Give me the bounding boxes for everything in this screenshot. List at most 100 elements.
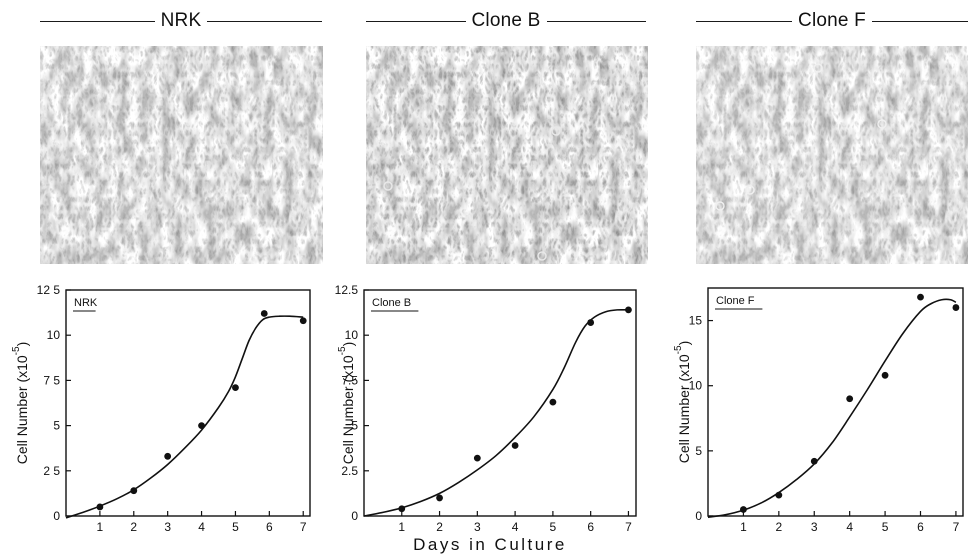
data-point (881, 371, 889, 379)
data-point (511, 442, 519, 449)
title-rule-right (871, 20, 968, 22)
fit-curve (363, 308, 629, 517)
panel-title-clone-b: Clone B (366, 6, 646, 36)
data-point (775, 491, 783, 499)
x-axis-ticks: 1 2 3 4 5 6 7 (398, 511, 632, 534)
x-tick-label: 1 (97, 520, 104, 534)
data-point (299, 317, 307, 325)
plot-frame (65, 289, 311, 517)
y-tick-label: 2 5 (43, 464, 60, 478)
y-tick-label: 10 (689, 379, 703, 393)
rounded-cell (877, 119, 887, 129)
y-axis-label: Cell Number (x10-5) (337, 342, 356, 465)
x-tick-label: 2 (130, 520, 137, 534)
data-point (96, 503, 104, 511)
fit-curve (707, 298, 957, 519)
panel-title-text: Clone B (471, 10, 541, 31)
y-tick-label: 15 (689, 314, 703, 328)
chart-canvas: Cell Number (x10-5) Clone B 02.557.51012… (335, 283, 637, 534)
x-tick-label: 6 (587, 520, 594, 534)
data-point (587, 319, 595, 326)
x-tick-label: 6 (917, 520, 924, 534)
rounded-cell (383, 181, 393, 191)
y-tick-label: 12 5 (37, 283, 61, 297)
rounded-cell (537, 251, 547, 261)
data-point (740, 506, 747, 513)
title-rule-left (696, 20, 793, 22)
data-point (917, 293, 924, 301)
y-tick-label: 10 (47, 328, 61, 342)
data-points (740, 293, 960, 513)
y-tick-label: 5 (695, 444, 702, 458)
data-point (130, 487, 138, 495)
x-tick-label: 7 (953, 520, 960, 534)
growth-chart-clone-f: Cell Number (x10-5) Clone F 0 5 10 15 1 2 3 4 5… (662, 278, 966, 540)
x-tick-label: 5 (232, 520, 239, 534)
x-tick-label: 2 (775, 520, 782, 534)
y-tick-label: 5 (351, 419, 358, 433)
micrograph-image (696, 46, 968, 264)
panel-title-text: Clone F (798, 10, 866, 31)
rounded-cell (745, 185, 755, 195)
y-tick-label: 0 (53, 509, 60, 523)
data-point (398, 505, 406, 513)
title-rule-left (40, 20, 155, 22)
data-point (164, 452, 172, 460)
fit-curve (65, 315, 304, 519)
data-point (625, 306, 632, 314)
y-axis-ticks: 0 2 5 5 7 5 10 12 5 (37, 283, 71, 523)
data-points (398, 306, 632, 513)
x-tick-label: 3 (474, 520, 481, 534)
growth-chart-clone-b: Cell Number (x10-5) Clone B 0 2.5 5 7.5 10 12… (335, 278, 638, 540)
y-tick-label: 0 (351, 509, 358, 523)
micrograph-clone-f (696, 46, 968, 264)
micrograph-nrk (40, 46, 323, 264)
y-tick-label: 0 (695, 509, 702, 523)
data-point (846, 395, 854, 403)
series-label: Clone F (716, 295, 755, 307)
micrograph-image (40, 46, 323, 264)
x-axis-ticks: 1 2 3 4 5 6 7 (97, 511, 307, 534)
title-rule-right (207, 20, 322, 22)
chart-canvas: Cell Number (x10-5) Clone F 0 5 10 15 1 2 3 4 5… (673, 287, 964, 534)
y-axis-label: Cell Number (x10-5) (673, 341, 692, 464)
x-tick-label: 5 (550, 520, 557, 534)
micrograph-clone-b (366, 46, 648, 264)
y-tick-label: 7 5 (43, 373, 60, 387)
x-tick-label: 3 (164, 520, 171, 534)
x-tick-label: 1 (398, 520, 405, 534)
y-tick-label: 12.5 (335, 283, 359, 297)
micrograph-image (366, 46, 648, 264)
x-tick-label: 7 (625, 520, 632, 534)
plot-frame (707, 287, 964, 517)
title-rule-right (546, 20, 646, 22)
data-point (232, 384, 239, 392)
y-tick-label: 2.5 (341, 464, 358, 478)
y-axis-ticks: 0 2.5 5 7.5 10 12.5 (335, 283, 369, 523)
x-axis-ticks: 1 2 3 4 5 6 7 (740, 511, 960, 534)
data-point (436, 494, 443, 502)
rounded-cell (715, 201, 725, 211)
y-tick-label: 7.5 (341, 373, 358, 387)
data-point (952, 304, 960, 311)
series-label: Clone B (372, 297, 411, 309)
x-tick-label: 1 (740, 520, 747, 534)
series-label: NRK (74, 297, 98, 309)
title-rule-left (366, 20, 466, 22)
data-point (549, 398, 557, 406)
data-point (810, 457, 818, 465)
data-point (260, 310, 268, 317)
x-tick-label: 2 (436, 520, 443, 534)
data-point (473, 454, 481, 462)
x-tick-label: 5 (882, 520, 889, 534)
y-tick-label: 5 (53, 419, 60, 433)
x-axis-title: Days in Culture (413, 535, 567, 554)
x-tick-label: 6 (266, 520, 273, 534)
x-tick-label: 4 (846, 520, 853, 534)
rounded-cell (813, 63, 823, 73)
plot-frame (363, 289, 637, 517)
y-tick-label: 10 (345, 328, 359, 342)
